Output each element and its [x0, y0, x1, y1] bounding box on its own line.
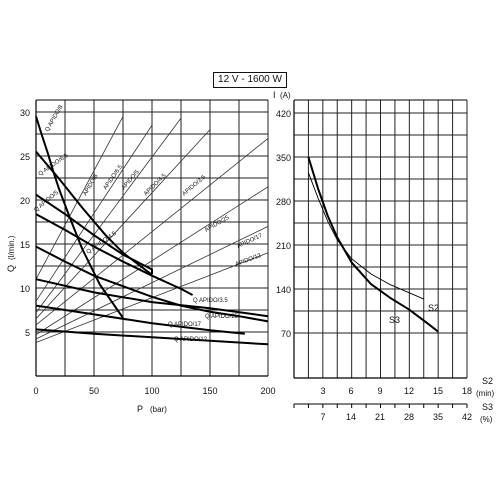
chart-title: 12 V - 1600 W: [213, 72, 287, 88]
power-line: [35, 117, 182, 313]
flow-series-label: Q APIDO/17: [168, 322, 202, 328]
power-line: [35, 129, 211, 320]
left-y-tick: 25: [20, 152, 30, 162]
right-y-label: I: [273, 90, 276, 100]
power-line-label: APIDO/5: [121, 169, 141, 192]
s3-tick: 14: [346, 412, 356, 422]
flow-curve: [35, 213, 194, 296]
flow-curve: [35, 304, 245, 335]
flow-series-label: Q APIDO/3.5: [193, 298, 228, 304]
left-x-tick: 150: [202, 386, 217, 396]
left-y-tick: 30: [20, 108, 30, 118]
flow-series-label: Q APIDO/25: [205, 314, 239, 320]
curve-label-s3: S3: [389, 315, 400, 325]
power-line: [35, 138, 269, 326]
flow-curve: [35, 278, 269, 318]
left-y-tick: 15: [20, 240, 30, 250]
s3-tick: 35: [433, 412, 443, 422]
s3-tick: 42: [462, 412, 472, 422]
flow-series-label: Q APIDO/5: [33, 189, 60, 213]
right-y-tick: 350: [276, 153, 291, 163]
left-series-labels: Q APIDO/8Q APIDO/6.5Q APIDO/5Q APIDO/4.5…: [33, 104, 263, 343]
left-x-tick: 50: [89, 386, 99, 396]
right-panel-grid: [293, 99, 468, 408]
flow-curve: [35, 116, 124, 319]
flow-curve: [35, 193, 153, 274]
curve-label-s2: S2: [428, 303, 439, 313]
left-power-lines: [35, 116, 269, 343]
left-panel-grid: [35, 99, 269, 377]
s2-axis-unit: (min): [476, 389, 495, 398]
current-curve-s3: [307, 156, 439, 333]
right-y-tick: 70: [281, 329, 291, 339]
left-x-unit: (bar): [150, 405, 167, 414]
left-y-tick: 5: [25, 328, 30, 338]
right-y-tick: 140: [276, 285, 291, 295]
s3-axis-unit: (%): [480, 415, 493, 424]
s3-tick: 7: [320, 412, 325, 422]
left-y-tick: 10: [20, 284, 30, 294]
flow-curve: [35, 150, 153, 276]
power-line-label: APIDO/25: [204, 215, 231, 234]
flow-curve: [35, 328, 269, 346]
current-curve-s2: [307, 172, 424, 300]
s2-axis-label: S2: [482, 376, 493, 386]
s2-tick: 9: [377, 386, 382, 396]
left-x-tick: 100: [144, 386, 159, 396]
flow-curve: [35, 245, 269, 323]
right-y-tick: 210: [276, 241, 291, 251]
s2-tick: 6: [348, 386, 353, 396]
left-y-tick: 20: [20, 196, 30, 206]
power-line-label: APIDO/4.5: [143, 172, 168, 197]
s3-tick: 28: [404, 412, 414, 422]
s2-tick: 15: [433, 386, 443, 396]
left-y-unit: (l/min.): [7, 235, 16, 260]
s2-tick: 3: [320, 386, 325, 396]
power-line: [35, 116, 124, 280]
power-line: [35, 124, 153, 302]
right-y-tick: 280: [276, 197, 291, 207]
flow-series-label: Q APIDO/12: [174, 337, 208, 343]
left-y-label: Q: [6, 265, 16, 272]
s2-tick: 12: [404, 386, 414, 396]
left-flow-curves: [35, 116, 269, 346]
right-current-curves: [307, 156, 439, 333]
left-x-label: P: [137, 404, 143, 414]
power-line: [35, 226, 269, 340]
left-x-tick: 200: [260, 386, 275, 396]
left-x-tick: 0: [33, 386, 38, 396]
s2-tick: 18: [462, 386, 472, 396]
s3-tick: 21: [375, 412, 385, 422]
flow-series-label: Q APIDO/8: [45, 104, 65, 133]
right-y-tick: 420: [276, 109, 291, 119]
right-y-unit: (A): [280, 91, 291, 100]
s3-axis-label: S3: [482, 402, 493, 412]
power-line: [35, 186, 269, 335]
